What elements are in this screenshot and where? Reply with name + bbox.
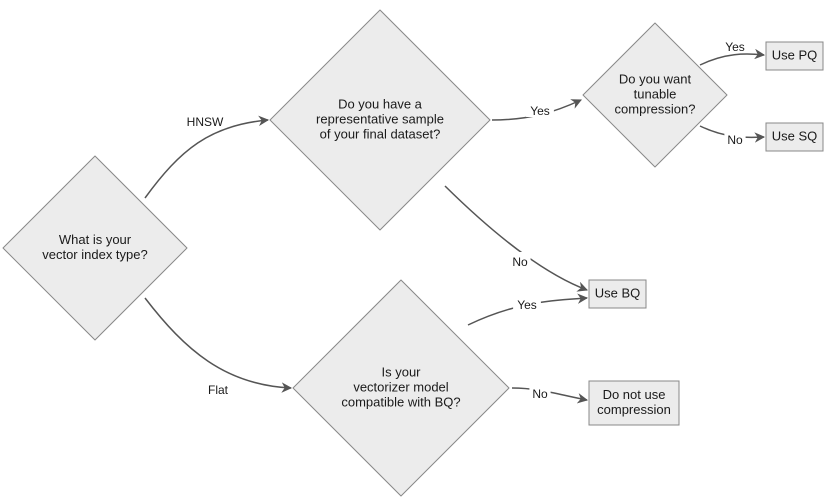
node-text-line: Do you want (619, 71, 692, 86)
node-text-line: Is your (381, 364, 421, 379)
node-r_bq: Use BQ (589, 280, 646, 308)
edge-label: No (727, 133, 743, 147)
nodes-layer: What is yourvector index type? Do you hav… (3, 10, 823, 496)
node-text-line: Use PQ (772, 47, 818, 62)
edge-label: Yes (530, 104, 550, 118)
edge-e_sample_yes: Yes (492, 100, 581, 120)
edge-path (700, 54, 764, 65)
node-text-line: compatible with BQ? (341, 394, 460, 409)
node-text-line: compression (597, 402, 671, 417)
edge-label: Flat (208, 383, 229, 397)
node-text-line: What is your (59, 232, 132, 247)
node-r_none: Do not usecompression (589, 381, 679, 425)
node-r_sq: Use SQ (766, 123, 823, 151)
node-text-line: representative sample (316, 111, 444, 126)
edge-e_tune_no: No (700, 126, 764, 147)
node-n3: Is yourvectorizer modelcompatible with B… (293, 280, 509, 496)
edge-label: No (532, 387, 548, 401)
node-text-line: Do not use (603, 387, 666, 402)
edge-e_sample_no: No (445, 186, 587, 290)
node-text-line: Use BQ (595, 285, 641, 300)
node-text-line: Do you have a (338, 96, 423, 111)
edge-label: No (512, 255, 528, 269)
edge-path (145, 298, 291, 388)
edge-e_start_hnsw: HNSW (145, 112, 268, 198)
edge-e_tune_yes: Yes (700, 37, 764, 65)
edge-label: Yes (725, 40, 745, 54)
node-text-line: tunable (634, 86, 677, 101)
edge-label: Yes (517, 298, 537, 312)
edge-e_start_flat: Flat (145, 298, 291, 397)
edge-path (145, 120, 268, 198)
edge-e_bq_no: No (512, 384, 587, 401)
edge-label: HNSW (187, 115, 224, 129)
node-text-line: Use SQ (772, 128, 818, 143)
node-r_pq: Use PQ (766, 42, 823, 70)
node-n1: What is yourvector index type? (3, 156, 187, 340)
node-text-line: vector index type? (42, 247, 148, 262)
node-text-line: compression? (615, 101, 696, 116)
node-n4: Do you wanttunablecompression? (583, 23, 727, 167)
edge-path (445, 186, 587, 290)
node-text-line: vectorizer model (353, 379, 448, 394)
edge-e_bq_yes: Yes (468, 295, 587, 325)
node-text-line: of your final dataset? (320, 126, 441, 141)
